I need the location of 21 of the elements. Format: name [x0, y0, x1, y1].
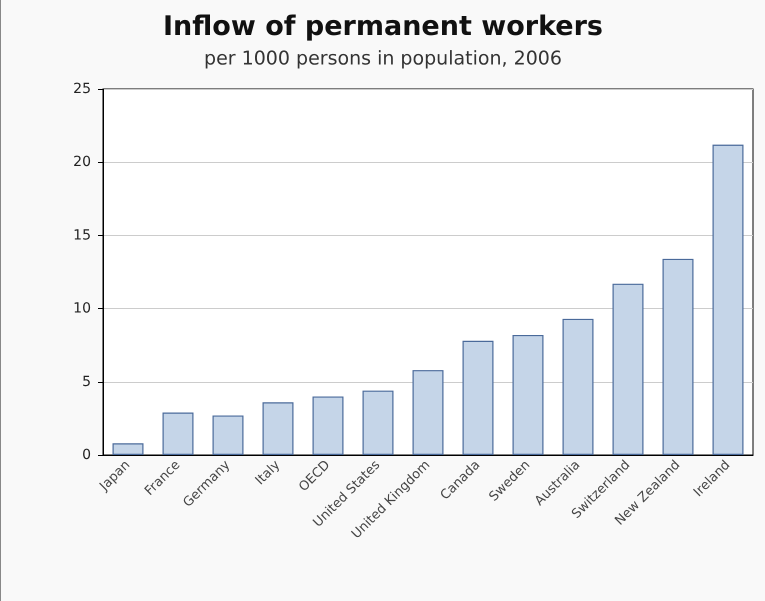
bar [312, 396, 344, 455]
bar [212, 415, 244, 455]
bar [362, 390, 394, 455]
y-tick-label: 5 [82, 374, 91, 390]
bar [262, 402, 294, 455]
y-tick-label: 10 [73, 300, 91, 317]
y-tick-label: 25 [73, 81, 91, 97]
bar [112, 443, 144, 455]
y-tick-label: 20 [73, 154, 91, 170]
bar [662, 258, 694, 455]
chart-title: Inflow of permanent workers [163, 11, 603, 42]
bar [512, 334, 544, 455]
bar [612, 284, 644, 455]
bar [412, 370, 444, 455]
y-tick-label: 0 [82, 447, 91, 463]
y-tick-label: 15 [73, 227, 91, 244]
bar [562, 318, 594, 455]
chart-subtitle: per 1000 persons in population, 2006 [204, 48, 562, 70]
bar [712, 144, 744, 455]
bar [462, 340, 494, 455]
bar [162, 412, 194, 455]
